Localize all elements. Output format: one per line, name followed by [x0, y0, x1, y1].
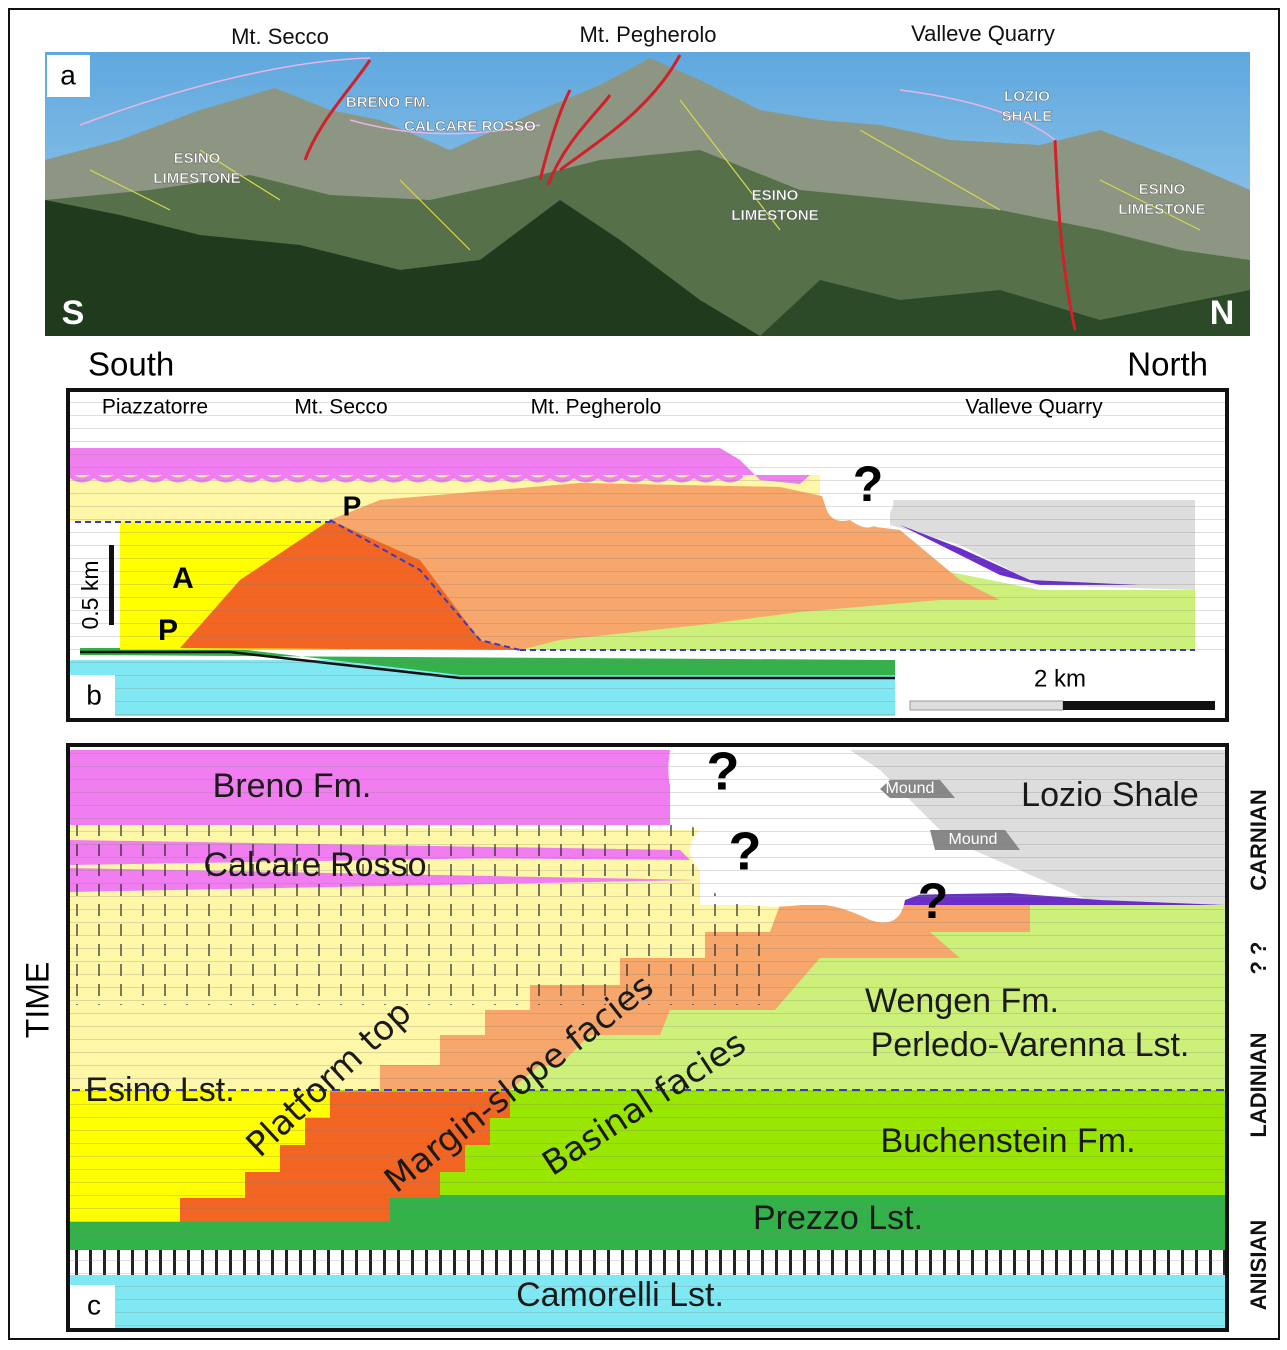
axis-label: TIME: [19, 962, 55, 1038]
panel-c: Breno Fm. Lozio Shale Mound Mound Calcar…: [19, 741, 1270, 1330]
unit-label: Buchenstein Fm.: [880, 1122, 1135, 1160]
unit-label: ESINO: [1139, 181, 1186, 198]
unit-label: ESINO: [752, 187, 799, 204]
unit-label: LIMESTONE: [1118, 201, 1205, 218]
figure: Mt. Secco Mt. Pegherolo Valleve Quarry a…: [0, 0, 1287, 1345]
unit-label: Esino Lst.: [85, 1071, 234, 1109]
unit-label: ESINO: [174, 150, 221, 167]
stage-label: ANISIAN: [1246, 1220, 1271, 1310]
unit-label: Wengen Fm.: [865, 982, 1059, 1020]
point-label: A: [172, 562, 194, 595]
unit-label: Mound: [886, 780, 935, 797]
point-label: P: [158, 614, 178, 647]
panel-label: a: [60, 59, 76, 90]
end-label: South: [88, 346, 174, 383]
location: Valleve Quarry: [965, 396, 1103, 419]
location: Mt. Secco: [231, 24, 329, 49]
location: Mt. Pegherolo: [580, 22, 717, 47]
unknown: ?: [853, 456, 884, 512]
panel-label: c: [87, 1289, 101, 1320]
unit-label: LIMESTONE: [153, 170, 240, 187]
stage-label: CARNIAN: [1246, 789, 1271, 890]
end-label: North: [1127, 346, 1208, 383]
unit-label: Camorelli Lst.: [516, 1276, 724, 1314]
unit-label: Perledo-Varenna Lst.: [871, 1026, 1190, 1064]
unit-label: Mound: [949, 831, 998, 848]
location: Mt. Secco: [294, 396, 387, 419]
panel-a: Mt. Secco Mt. Pegherolo Valleve Quarry a…: [45, 21, 1250, 336]
unit-label: LIMESTONE: [731, 207, 818, 224]
location: Mt. Pegherolo: [531, 396, 662, 419]
compass: N: [1210, 294, 1235, 332]
unknown: ?: [918, 873, 949, 929]
unit-label: Calcare Rosso: [204, 846, 427, 884]
stage-label: ? ?: [1246, 942, 1271, 975]
unit-label: CALCARE ROSSO: [404, 118, 536, 135]
compass: S: [62, 294, 85, 332]
scale-label: 0.5 km: [77, 560, 103, 629]
stage-label: LADINIAN: [1246, 1032, 1271, 1137]
unit-label: Prezzo Lst.: [753, 1199, 923, 1237]
unknown: ?: [729, 821, 762, 881]
location: Valleve Quarry: [911, 21, 1055, 46]
unit-label: SHALE: [1002, 108, 1053, 125]
unit-label: Lozio Shale: [1021, 776, 1199, 814]
unknown: ?: [707, 741, 740, 801]
scale-label: 2 km: [1034, 665, 1086, 692]
panel-label: b: [86, 679, 102, 710]
point-label: P: [343, 490, 362, 521]
unit-label: Breno Fm.: [213, 767, 372, 805]
panel-b: South North Piazzatorre Mt. Secco Mt. Pe…: [68, 346, 1227, 720]
unit-label: BRENO FM.: [346, 94, 430, 111]
unit-label: LOZIO: [1004, 88, 1050, 105]
location: Piazzatorre: [102, 396, 208, 419]
